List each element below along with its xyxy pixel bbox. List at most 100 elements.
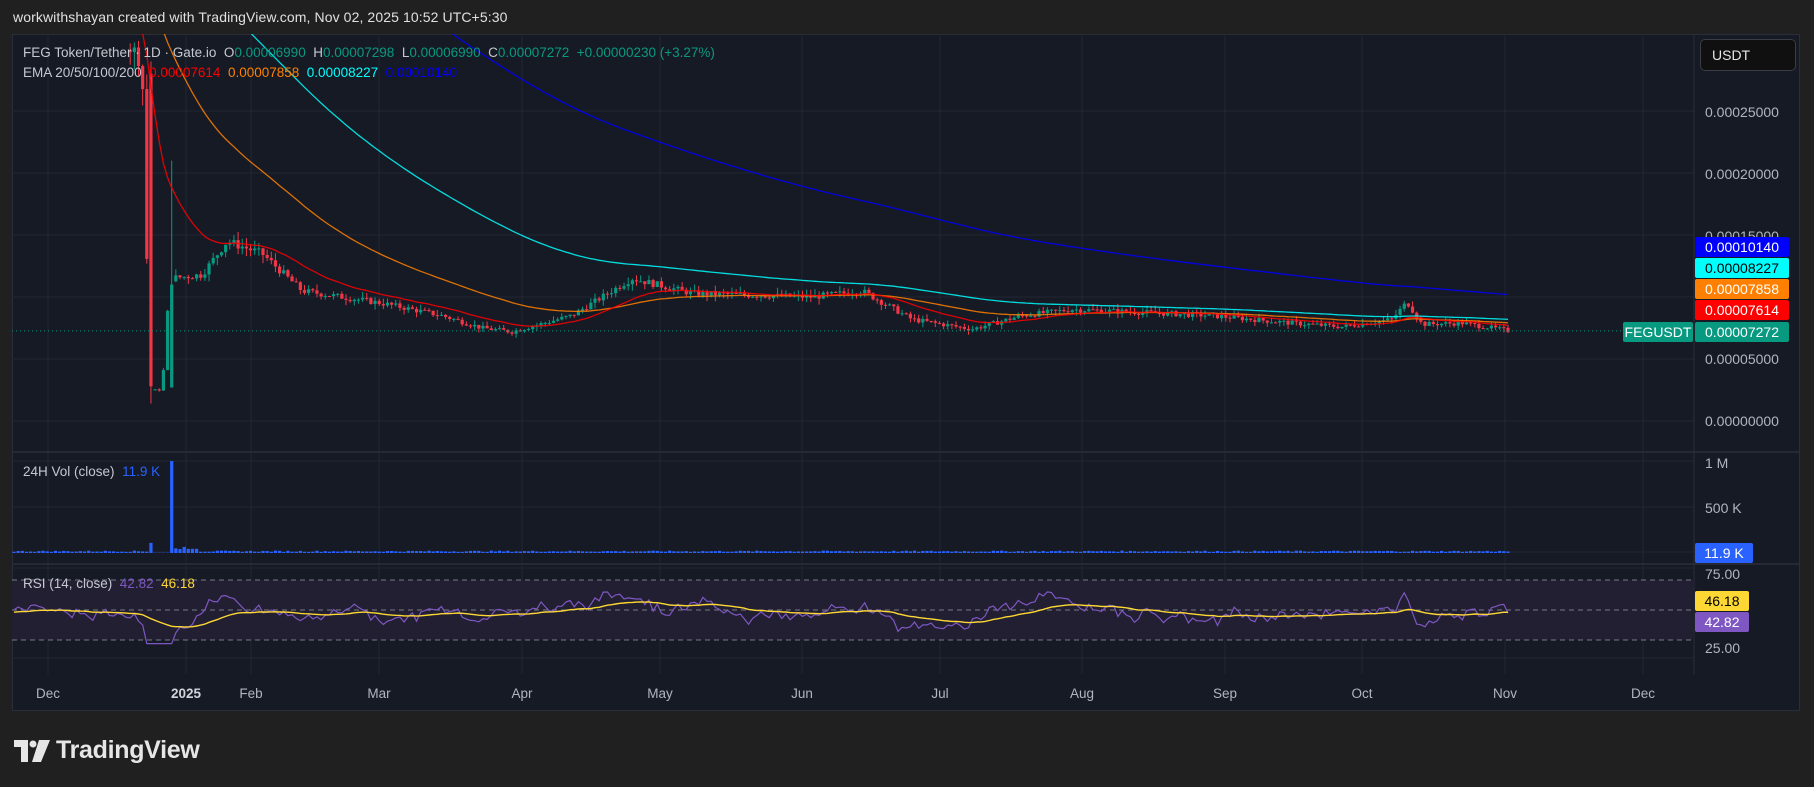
candle-body [1137, 313, 1141, 315]
chart-canvas[interactable] [12, 34, 1800, 711]
candle-body [867, 289, 871, 294]
volume-bar [439, 551, 444, 553]
candle-body [589, 302, 593, 310]
candle-body [278, 266, 282, 274]
volume-bar [348, 550, 352, 553]
candle-body [875, 299, 879, 301]
candle-body [493, 329, 497, 331]
volume-bar [958, 551, 962, 553]
volume-legend[interactable]: 24H Vol (close) 11.9 K [23, 464, 160, 479]
time-axis-label: Dec [35, 686, 61, 701]
volume-bar [1327, 551, 1332, 553]
candle-body [601, 293, 605, 301]
volume-bar [975, 551, 979, 553]
candle-body [668, 289, 672, 291]
candle-body [1274, 322, 1278, 324]
volume-bar [1054, 551, 1058, 553]
candle-body [1029, 315, 1033, 317]
volume-bar [45, 551, 49, 553]
volume-bar [460, 551, 464, 553]
price-axis-label: 0.00000000 [1705, 413, 1779, 429]
volume-bar [12, 551, 16, 553]
volume-bar [668, 550, 672, 553]
volume-bar [1290, 551, 1294, 553]
candle-body [319, 293, 323, 297]
candle-body [1286, 320, 1290, 325]
volume-bar [207, 551, 211, 553]
volume-axis-label: 500 K [1705, 500, 1742, 516]
candle-body [896, 306, 900, 314]
candle-body [805, 295, 809, 298]
rsi-legend[interactable]: RSI (14, close) 42.82 46.18 [23, 576, 195, 591]
volume-bar [186, 548, 190, 553]
candle-body [1037, 311, 1041, 317]
close-label: C [488, 45, 498, 60]
tradingview-brand[interactable]: TradingView [14, 736, 200, 765]
volume-bar [298, 550, 302, 553]
candle-body [738, 292, 742, 294]
ema-legend[interactable]: EMA 20/50/100/200 0.00007614 0.00007858 … [23, 65, 457, 80]
volume-bar [1178, 551, 1182, 553]
symbol-title[interactable]: FEG Token/Tether · 1D · Gate.io [23, 45, 217, 60]
candle-body [361, 297, 365, 300]
volume-bar [294, 551, 298, 553]
candle-body [1054, 309, 1058, 311]
candle-body [385, 302, 390, 306]
candle-body [1336, 326, 1340, 329]
volume-bar [1186, 551, 1191, 553]
volume-bar [1365, 551, 1369, 553]
volume-bar [1423, 550, 1427, 553]
volume-bar [551, 551, 556, 553]
candle-body [763, 296, 767, 298]
candle-body [888, 304, 892, 306]
candle-body [207, 263, 211, 275]
volume-bar [423, 551, 427, 553]
volume-bar [1232, 550, 1236, 553]
candle-body [933, 321, 937, 323]
candle-body [506, 329, 510, 333]
candle-body [182, 276, 186, 278]
candle-body [771, 295, 776, 299]
volume-bar [643, 551, 647, 553]
volume-bar [759, 551, 763, 553]
volume-bar [589, 551, 593, 553]
volume-bar [1062, 551, 1066, 553]
high-value: 0.00007298 [322, 45, 395, 60]
candle-body [224, 244, 228, 253]
currency-button[interactable]: USDT [1700, 39, 1796, 71]
volume-bar [1415, 551, 1419, 553]
candle-body [315, 290, 319, 294]
volume-bar [170, 461, 174, 553]
candle-body [1236, 315, 1240, 317]
volume-bar [825, 550, 829, 553]
volume-bar [734, 551, 738, 553]
candle-body [1199, 312, 1203, 317]
last-price-tag: 0.00007272 [1695, 322, 1789, 342]
volume-bar [1103, 551, 1108, 553]
candle-body [1332, 324, 1336, 327]
attribution-text: workwithshayan created with TradingView.… [13, 9, 508, 25]
candle-body [344, 298, 348, 300]
volume-bar [1373, 550, 1377, 553]
volume-bar [796, 551, 800, 553]
candle-body [1083, 311, 1087, 313]
volume-bar [1332, 550, 1336, 553]
volume-bar [1352, 550, 1357, 553]
volume-bar [1008, 551, 1012, 553]
candle-body [269, 257, 273, 261]
volume-bar [385, 551, 390, 553]
volume-bar [219, 550, 224, 553]
candle-body [1456, 321, 1460, 326]
candle-body [1464, 322, 1469, 325]
volume-bar [867, 551, 871, 553]
volume-bar [1224, 551, 1228, 553]
volume-bar [369, 551, 373, 553]
candle-body [1215, 313, 1220, 319]
candle-body [410, 307, 414, 309]
volume-bar [493, 551, 497, 553]
candle-body [647, 280, 651, 285]
volume-bar [1294, 550, 1298, 553]
candle-body [356, 299, 361, 301]
volume-bar [784, 551, 788, 553]
volume-bar [1269, 551, 1274, 553]
